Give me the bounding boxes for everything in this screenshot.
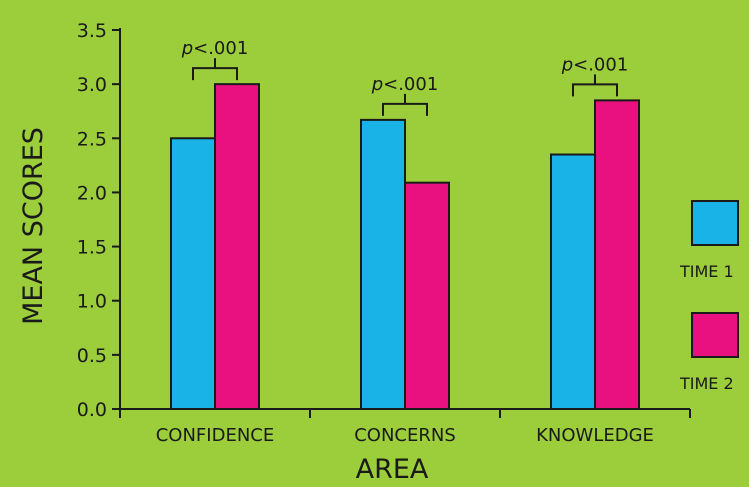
significance-bracket bbox=[382, 102, 428, 116]
significance-label: p<.001 bbox=[561, 54, 629, 75]
y-tick-label: 3.0 bbox=[77, 74, 107, 96]
bar bbox=[550, 153, 596, 410]
significance-bracket bbox=[572, 83, 618, 97]
x-tick-label: CONFIDENCE bbox=[156, 425, 275, 446]
y-tick-label: 1.0 bbox=[77, 291, 107, 313]
bar bbox=[214, 83, 260, 411]
x-tick-label: CONCERNS bbox=[354, 425, 456, 446]
y-tick-label: 2.5 bbox=[77, 128, 107, 150]
x-axis-title: AREA bbox=[356, 454, 429, 485]
bar bbox=[170, 137, 216, 411]
legend-label: TIME 2 bbox=[679, 374, 734, 393]
y-tick-label: 0.5 bbox=[77, 345, 107, 367]
y-tick-label: 3.5 bbox=[77, 20, 107, 42]
legend-swatch bbox=[691, 312, 739, 358]
x-tick-label: KNOWLEDGE bbox=[536, 425, 654, 446]
y-tick-label: 1.5 bbox=[77, 237, 107, 259]
y-axis-title: MEAN SCORES bbox=[18, 127, 49, 325]
bar bbox=[594, 99, 640, 410]
bar bbox=[404, 181, 450, 410]
significance-label: p<.001 bbox=[371, 74, 439, 95]
legend-label: TIME 1 bbox=[679, 262, 734, 281]
legend-swatch bbox=[691, 200, 739, 246]
bar bbox=[360, 118, 406, 411]
y-tick-label: 2.0 bbox=[77, 182, 107, 204]
significance-label: p<.001 bbox=[181, 38, 249, 59]
significance-bracket bbox=[192, 67, 238, 81]
y-tick-label: 0.0 bbox=[77, 399, 107, 421]
